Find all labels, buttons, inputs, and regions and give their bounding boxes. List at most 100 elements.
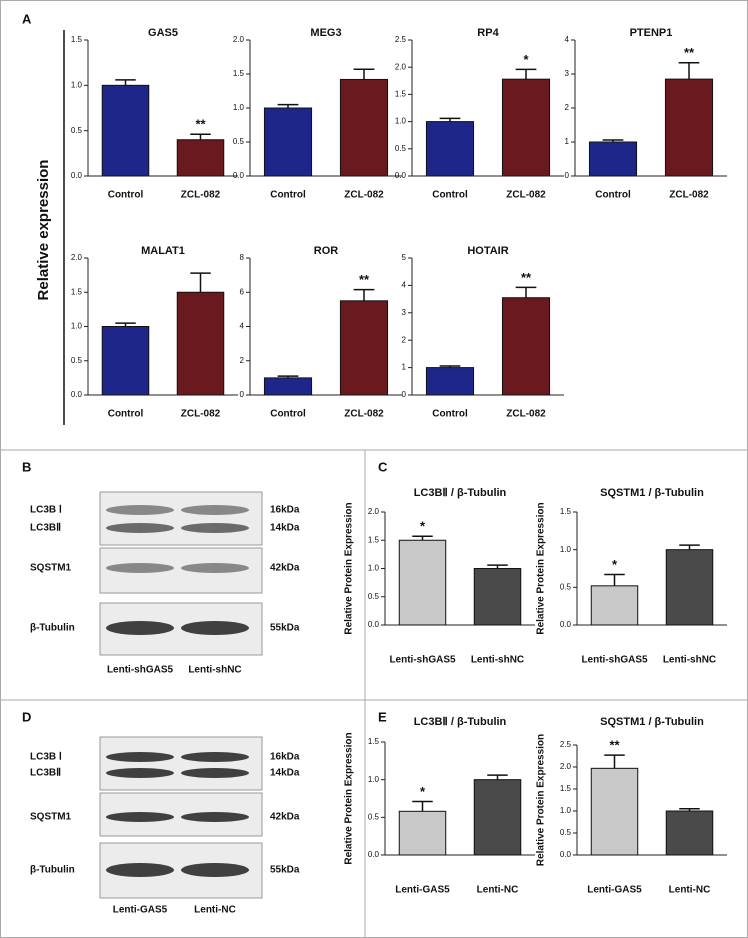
y-tick-label: 2	[402, 335, 407, 344]
y-tick-label: 1.5	[368, 535, 380, 544]
chart-title: GAS5	[148, 27, 178, 39]
y-tick-label: 1.0	[395, 117, 407, 126]
protein-label: LC3BⅡ	[30, 523, 61, 534]
bar	[176, 139, 225, 177]
band	[181, 563, 249, 573]
x-tick-label: Lenti-NC	[477, 885, 519, 896]
significance: **	[684, 45, 695, 60]
y-tick-label: 1.0	[560, 545, 572, 554]
band	[181, 505, 249, 515]
error-bar	[515, 68, 537, 80]
chart-title: PTENP1	[630, 27, 673, 39]
chart-title: ROR	[314, 245, 339, 257]
y-tick-label: 1.0	[560, 806, 572, 815]
y-tick-label: 1.0	[233, 103, 245, 112]
panel-label: C	[378, 459, 388, 474]
y-tick-label: 1.5	[233, 69, 245, 78]
bar	[263, 107, 313, 177]
y-tick-label: 1.0	[71, 80, 83, 89]
protein-label: LC3BⅡ	[30, 768, 61, 779]
error-bar	[602, 139, 624, 142]
y-tick-label: 0.5	[560, 828, 572, 837]
panel-label: D	[22, 709, 31, 724]
y-tick-label: 0.0	[71, 171, 83, 180]
y-tick-label: 1.5	[395, 90, 407, 99]
x-tick-label: Control	[432, 190, 468, 201]
bar	[473, 779, 522, 856]
size-label: 55kDa	[270, 623, 300, 634]
x-tick-label: ZCL-082	[344, 190, 384, 201]
size-label: 42kDa	[270, 812, 300, 823]
x-tick-label: ZCL-082	[669, 190, 709, 201]
error-bar	[115, 79, 136, 86]
x-tick-label: Lenti-shNC	[471, 655, 524, 666]
bar	[398, 539, 447, 626]
significance: *	[420, 784, 426, 799]
bar	[665, 810, 714, 856]
error-bar	[487, 774, 508, 780]
error-bar	[439, 117, 461, 122]
error-bar	[679, 544, 700, 550]
y-tick-label: 5	[402, 253, 407, 262]
chart-title: LC3BⅡ / β-Tubulin	[414, 487, 507, 499]
error-bar	[487, 564, 508, 569]
x-tick-label: ZCL-082	[506, 409, 546, 420]
bar	[501, 297, 551, 396]
size-label: 16kDa	[270, 505, 300, 516]
band	[181, 863, 249, 877]
panel-label: E	[378, 709, 387, 724]
size-label: 42kDa	[270, 563, 300, 574]
y-tick-label: 1.0	[71, 322, 83, 331]
bar	[339, 78, 389, 177]
size-label: 14kDa	[270, 523, 300, 534]
y-tick-label: 1.0	[368, 775, 380, 784]
lane-label: Lenti-shGAS5	[107, 665, 174, 676]
x-tick-label: Lenti-shGAS5	[389, 655, 456, 666]
bar	[664, 78, 714, 177]
error-bar	[277, 375, 299, 378]
x-tick-label: Control	[270, 409, 306, 420]
bar	[588, 141, 638, 177]
error-bar	[353, 288, 375, 301]
y-tick-label: 8	[240, 253, 245, 262]
y-tick-label: 2.5	[560, 740, 572, 749]
bar	[425, 367, 475, 396]
size-label: 14kDa	[270, 768, 300, 779]
y-tick-label: 4	[402, 281, 407, 290]
panel-label: A	[22, 11, 32, 26]
bar	[425, 121, 475, 177]
x-tick-label: Control	[108, 190, 144, 201]
error-bar	[439, 365, 461, 368]
y-tick-label: 1.5	[560, 507, 572, 516]
band	[106, 768, 174, 778]
chart-title: HOTAIR	[467, 245, 508, 257]
protein-label: LC3B Ⅰ	[30, 505, 62, 516]
error-bar	[115, 322, 136, 327]
bar	[473, 568, 522, 626]
error-bar	[515, 286, 537, 298]
y-tick-label: 0.0	[395, 171, 407, 180]
chart-title: SQSTM1 / β-Tubulin	[600, 487, 704, 499]
error-bar	[277, 103, 299, 108]
chart-title: MALAT1	[141, 245, 185, 257]
protein-label: β-Tubulin	[30, 623, 75, 634]
y-tick-label: 0.0	[560, 850, 572, 859]
y-tick-label: 2	[240, 356, 245, 365]
bar	[101, 326, 150, 396]
y-tick-label: 1	[402, 363, 407, 372]
y-tick-label: 0.5	[71, 126, 83, 135]
band	[181, 523, 249, 533]
x-tick-label: ZCL-082	[506, 190, 546, 201]
shared-y-label: Relative expression	[35, 160, 52, 301]
lane-label: Lenti-GAS5	[113, 905, 168, 916]
error-bar	[190, 272, 211, 293]
x-tick-label: Control	[595, 190, 631, 201]
error-bar	[604, 573, 625, 586]
x-tick-label: Lenti-shGAS5	[581, 655, 648, 666]
y-tick-label: 2.5	[395, 35, 407, 44]
protein-label: LC3B Ⅰ	[30, 752, 62, 763]
y-tick-label: 1.5	[71, 35, 83, 44]
bar	[665, 549, 714, 626]
y-axis-label: Relative Protein Expression	[536, 734, 547, 866]
